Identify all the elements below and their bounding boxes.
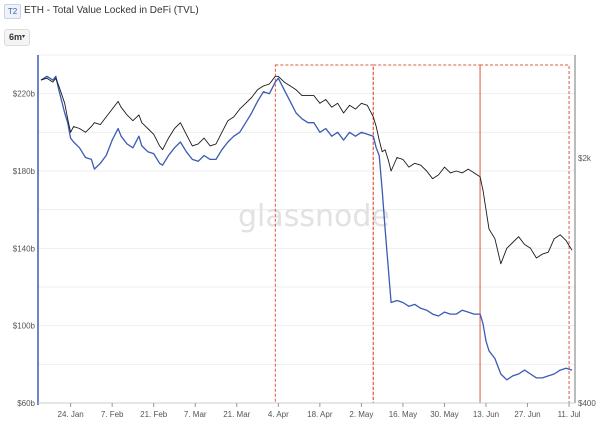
x-tick-label: 16. May xyxy=(389,410,417,419)
x-tick-label: 18. Apr xyxy=(307,410,333,419)
y-tick-label: $100b xyxy=(13,322,36,331)
y-right-tick-label: $2k xyxy=(578,154,592,163)
chart-badge: T2 xyxy=(4,4,21,19)
x-tick-label: 11. Jul xyxy=(558,410,581,419)
chevron-down-icon: ▾ xyxy=(22,34,26,40)
x-tick-label: 21. Feb xyxy=(140,410,168,419)
highlight-box xyxy=(372,64,481,404)
y-axis-left-ticks: $60b $100b $140b $180b $220b xyxy=(13,90,36,408)
y-axis-right-ticks: $2k $400 xyxy=(578,154,596,408)
chart-header: T2 ETH - Total Value Locked in DeFi (TVL… xyxy=(0,0,600,22)
y-tick-label: $140b xyxy=(13,244,36,253)
x-tick-label: 7. Feb xyxy=(101,410,124,419)
x-tick-label: 2. May xyxy=(349,410,373,419)
series-line-price xyxy=(40,75,573,265)
series-lines xyxy=(40,75,573,381)
series-line-tvl xyxy=(40,75,573,381)
x-tick-label: 7. Mar xyxy=(184,410,207,419)
highlight-box xyxy=(479,64,570,404)
highlight-boxes xyxy=(274,64,570,404)
time-range-dropdown[interactable]: 6m ▾ xyxy=(4,29,30,46)
time-range-label: 6m xyxy=(9,32,23,42)
y-right-tick-label: $400 xyxy=(578,399,596,408)
x-tick-label: 24. Jan xyxy=(58,410,84,419)
x-tick-label: 13. Jun xyxy=(473,410,499,419)
highlight-box xyxy=(274,64,374,404)
y-tick-label: $220b xyxy=(13,90,36,99)
chart-title: ETH - Total Value Locked in DeFi (TVL) xyxy=(24,5,199,16)
gridlines xyxy=(38,54,575,404)
x-tick-label: 4. Apr xyxy=(268,410,289,419)
y-tick-label: $60b xyxy=(17,399,35,408)
x-tick-label: 21. Mar xyxy=(223,410,250,419)
watermark: glassnode xyxy=(238,199,390,234)
x-tick-label: 30. May xyxy=(430,410,458,419)
x-tick-label: 27. Jun xyxy=(514,410,540,419)
y-tick-label: $180b xyxy=(13,167,36,176)
x-axis-ticks: 24. Jan 7. Feb 21. Feb 7. Mar 21. Mar 4. Apr 1… xyxy=(58,403,581,419)
